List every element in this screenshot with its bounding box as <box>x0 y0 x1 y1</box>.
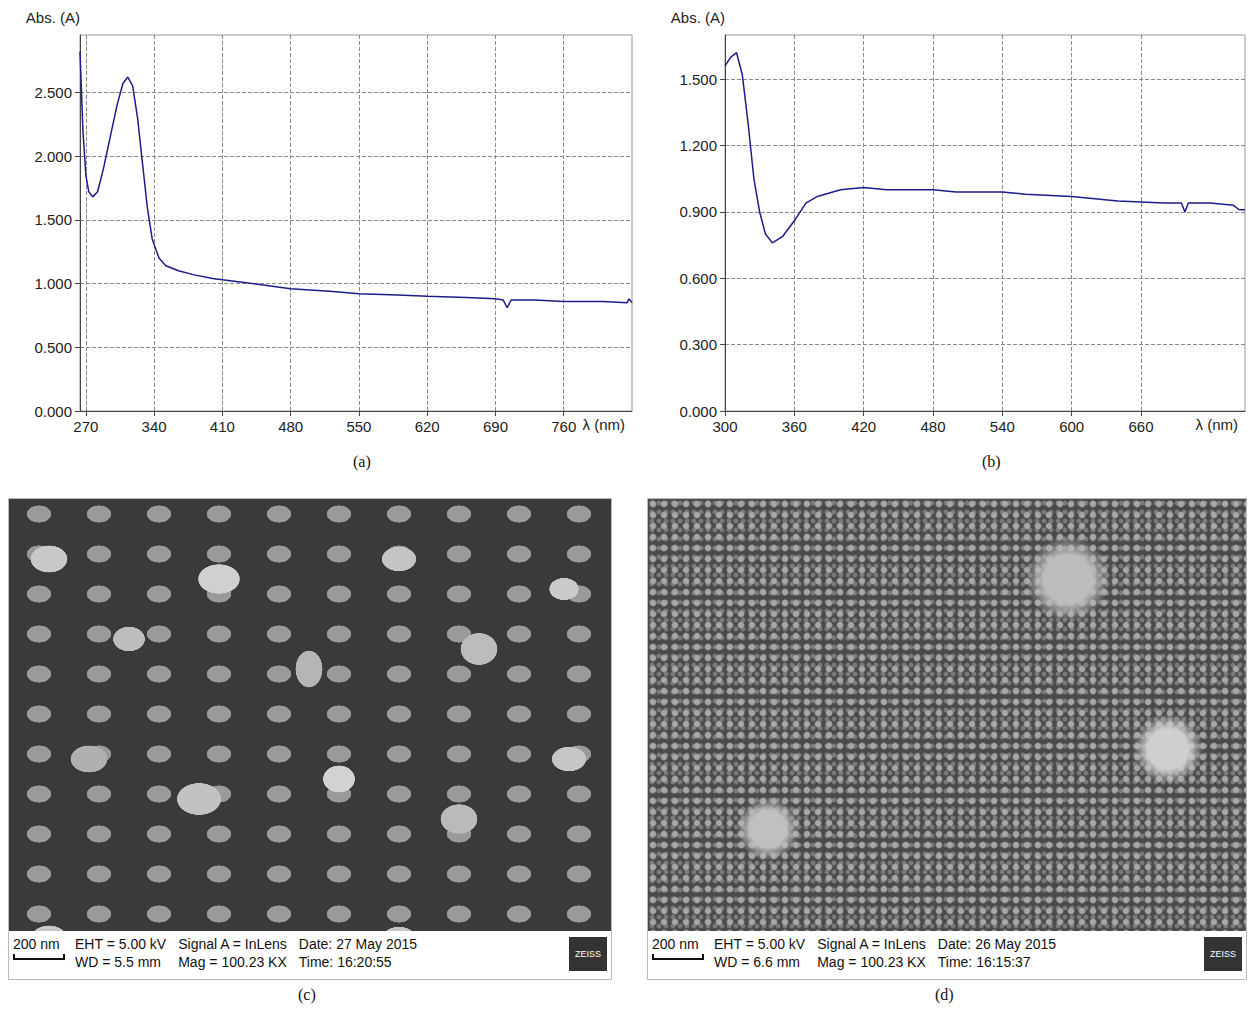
html-text:ZEISS: ZEISS <box>575 949 601 959</box>
svg-text:410: 410 <box>210 418 235 435</box>
svg-text:0.600: 0.600 <box>679 270 717 287</box>
svg-text:1.000: 1.000 <box>34 275 72 292</box>
svg-text:480: 480 <box>278 418 303 435</box>
svg-text:480: 480 <box>920 418 945 435</box>
html-text:(d): (d) <box>935 986 954 1003</box>
html-text:Mag = 100.23 KX: Mag = 100.23 KX <box>178 954 287 970</box>
html-text:Time: 16:15:37: Time: 16:15:37 <box>937 954 1031 970</box>
svg-text:2.000: 2.000 <box>34 148 72 165</box>
svg-text:0.300: 0.300 <box>679 336 717 353</box>
html-text:Mag = 100.23 KX: Mag = 100.23 KX <box>817 954 926 970</box>
html-text:(c): (c) <box>298 986 316 1003</box>
svg-text:0.000: 0.000 <box>679 403 717 420</box>
svg-text:(a): (a) <box>353 453 371 471</box>
svg-text:Abs. (A): Abs. (A) <box>671 9 725 26</box>
svg-text:0.500: 0.500 <box>34 339 72 356</box>
svg-text:λ (nm): λ (nm) <box>1196 416 1239 433</box>
svg-text:2.500: 2.500 <box>34 84 72 101</box>
svg-text:660: 660 <box>1128 418 1153 435</box>
svg-text:540: 540 <box>990 418 1015 435</box>
svg-text:550: 550 <box>346 418 371 435</box>
html-text:200 nm: 200 nm <box>652 936 699 952</box>
svg-text:1.500: 1.500 <box>679 71 717 88</box>
html-text:WD = 5.5 mm: WD = 5.5 mm <box>75 954 161 970</box>
html-text:WD = 6.6 mm: WD = 6.6 mm <box>714 954 800 970</box>
html-text:Date: 27 May 2015: Date: 27 May 2015 <box>298 936 418 952</box>
svg-text:1.500: 1.500 <box>34 211 72 228</box>
svg-text:760: 760 <box>551 418 576 435</box>
svg-text:620: 620 <box>415 418 440 435</box>
svg-text:270: 270 <box>73 418 98 435</box>
html-text:Date: 26 May 2015: Date: 26 May 2015 <box>937 936 1057 952</box>
html-text:EHT = 5.00 kV: EHT = 5.00 kV <box>714 936 806 952</box>
html-text:200 nm: 200 nm <box>13 936 60 952</box>
svg-text:Abs. (A): Abs. (A) <box>26 9 80 26</box>
svg-text:λ (nm): λ (nm) <box>583 416 626 433</box>
svg-text:300: 300 <box>712 418 737 435</box>
svg-text:1.200: 1.200 <box>679 137 717 154</box>
svg-text:(b): (b) <box>982 453 1001 471</box>
html-text:Time: 16:20:55: Time: 16:20:55 <box>298 954 392 970</box>
html-text:ZEISS: ZEISS <box>1210 949 1236 959</box>
svg-text:0.900: 0.900 <box>679 203 717 220</box>
svg-text:420: 420 <box>851 418 876 435</box>
html-text:Signal A = InLens: Signal A = InLens <box>178 936 287 952</box>
html-text:EHT = 5.00 kV: EHT = 5.00 kV <box>75 936 167 952</box>
svg-text:600: 600 <box>1059 418 1084 435</box>
svg-text:0.000: 0.000 <box>34 403 72 420</box>
html-text:Signal A = InLens: Signal A = InLens <box>817 936 926 952</box>
svg-text:690: 690 <box>483 418 508 435</box>
svg-text:340: 340 <box>142 418 167 435</box>
svg-text:360: 360 <box>782 418 807 435</box>
